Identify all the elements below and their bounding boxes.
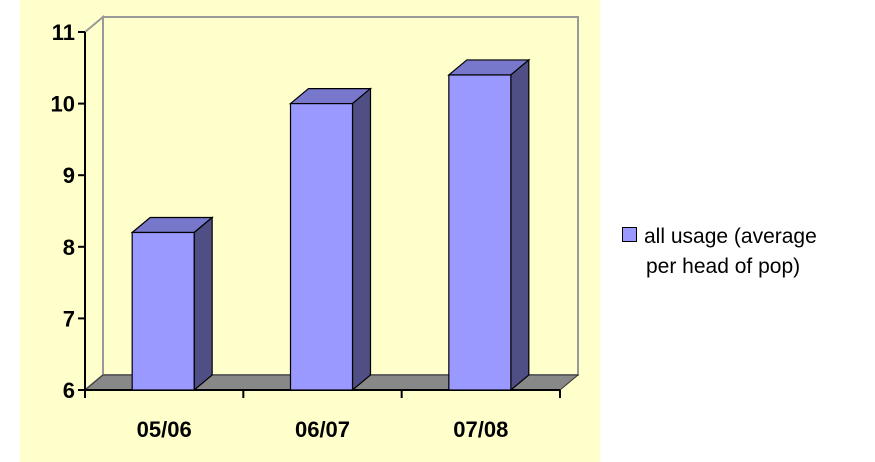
y-tick-label: 10	[51, 92, 75, 117]
x-category-label: 06/07	[295, 417, 350, 442]
bar	[289, 102, 354, 391]
legend-label-line2: per head of pop)	[646, 255, 801, 278]
legend-label-line1: all usage (average	[644, 225, 817, 248]
y-tick-label: 6	[63, 378, 75, 403]
bar-side	[193, 216, 213, 392]
y-tick-label: 8	[63, 235, 75, 260]
x-category-label: 07/08	[453, 417, 508, 442]
bar-side	[351, 87, 372, 392]
y-tick-label: 7	[63, 306, 75, 331]
y-tick-label: 9	[63, 163, 75, 188]
y-tick-label: 11	[52, 20, 75, 45]
x-category-label: 05/06	[137, 417, 192, 442]
bar-side	[510, 58, 530, 392]
legend-swatch	[622, 227, 637, 242]
bar	[131, 231, 195, 391]
legend-label: all usage (average per head of pop)	[644, 222, 817, 282]
bar	[448, 74, 512, 391]
side-wall	[84, 14, 104, 393]
